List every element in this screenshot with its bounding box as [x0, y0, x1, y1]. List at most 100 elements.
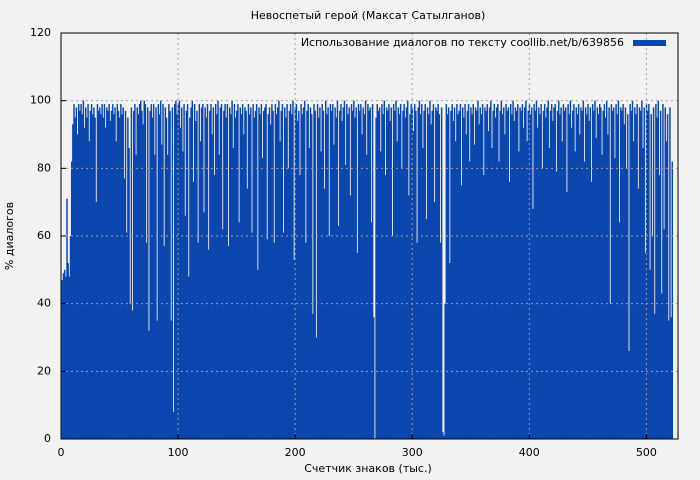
- bar: [385, 107, 388, 439]
- bar: [498, 161, 500, 440]
- bar: [394, 110, 396, 440]
- y-tick-label: 20: [37, 364, 51, 377]
- bar: [642, 148, 644, 440]
- bar: [184, 215, 186, 439]
- bar: [332, 104, 334, 440]
- bar: [529, 114, 532, 439]
- bar: [82, 100, 85, 440]
- bar: [118, 117, 121, 439]
- bar: [513, 120, 515, 439]
- bar: [487, 131, 490, 439]
- bar: [457, 114, 459, 439]
- bar: [104, 127, 107, 439]
- bar: [666, 114, 669, 439]
- bar: [641, 100, 643, 440]
- bar: [335, 117, 338, 439]
- bar: [384, 175, 387, 439]
- bar: [514, 107, 517, 439]
- bar: [246, 188, 249, 439]
- bar: [583, 161, 586, 440]
- bar: [416, 242, 418, 439]
- bar: [137, 114, 140, 439]
- bar: [336, 100, 339, 440]
- bar: [613, 107, 615, 439]
- bar: [480, 114, 483, 439]
- bar: [668, 320, 670, 439]
- bar: [97, 110, 100, 440]
- bar: [412, 131, 415, 439]
- bar: [262, 110, 265, 440]
- bar: [85, 107, 87, 439]
- bar: [125, 232, 128, 439]
- bar: [649, 269, 651, 439]
- bar: [501, 114, 504, 439]
- bar: [491, 148, 493, 440]
- bar: [437, 104, 439, 440]
- bar: [327, 107, 329, 439]
- bar: [159, 100, 162, 440]
- x-tick-label: 300: [402, 446, 423, 459]
- x-tick-label: 100: [168, 446, 189, 459]
- bar: [197, 242, 199, 439]
- bar: [365, 154, 368, 440]
- bar: [589, 107, 592, 439]
- bar: [243, 134, 245, 439]
- bar: [340, 104, 342, 440]
- bar: [486, 104, 489, 440]
- bar: [665, 141, 668, 439]
- bar: [527, 110, 530, 440]
- bar: [229, 107, 231, 439]
- bar: [314, 110, 316, 440]
- x-tick-label: 200: [285, 446, 306, 459]
- bar: [519, 107, 521, 439]
- bar: [518, 151, 520, 439]
- bar: [267, 114, 270, 439]
- bar: [651, 236, 654, 439]
- bar: [182, 151, 184, 439]
- bar: [101, 104, 103, 440]
- bar: [484, 107, 486, 439]
- bar: [417, 107, 419, 439]
- bar: [533, 104, 535, 440]
- bar: [133, 110, 135, 440]
- bar: [113, 114, 115, 439]
- bar: [358, 110, 361, 440]
- bar: [176, 114, 178, 439]
- bar: [210, 104, 212, 440]
- bar: [528, 104, 531, 440]
- bar: [588, 120, 590, 439]
- bar: [509, 104, 512, 440]
- bar: [269, 124, 272, 439]
- x-tick-label: 500: [636, 446, 657, 459]
- bar: [301, 114, 304, 439]
- bar: [213, 175, 216, 439]
- bar: [557, 100, 560, 440]
- bar: [392, 104, 395, 440]
- bar: [100, 114, 102, 439]
- bar: [195, 120, 197, 439]
- bar: [265, 104, 267, 440]
- bar: [183, 104, 185, 440]
- bar: [280, 110, 282, 440]
- bar: [650, 114, 652, 439]
- bar: [147, 107, 149, 439]
- bar: [76, 134, 79, 439]
- bar: [268, 107, 271, 439]
- bar: [636, 104, 638, 440]
- bar: [389, 120, 391, 439]
- bar: [334, 107, 336, 439]
- bar: [548, 148, 551, 440]
- bar: [581, 110, 583, 440]
- bar: [550, 104, 553, 440]
- bar: [150, 104, 153, 440]
- bar: [410, 104, 412, 440]
- bar: [151, 117, 154, 439]
- bar: [129, 303, 131, 439]
- bar: [597, 114, 600, 439]
- bar: [207, 249, 210, 439]
- bar: [313, 104, 315, 440]
- bar: [566, 192, 568, 439]
- bar: [607, 134, 609, 439]
- bar: [250, 107, 252, 439]
- bar: [189, 117, 191, 439]
